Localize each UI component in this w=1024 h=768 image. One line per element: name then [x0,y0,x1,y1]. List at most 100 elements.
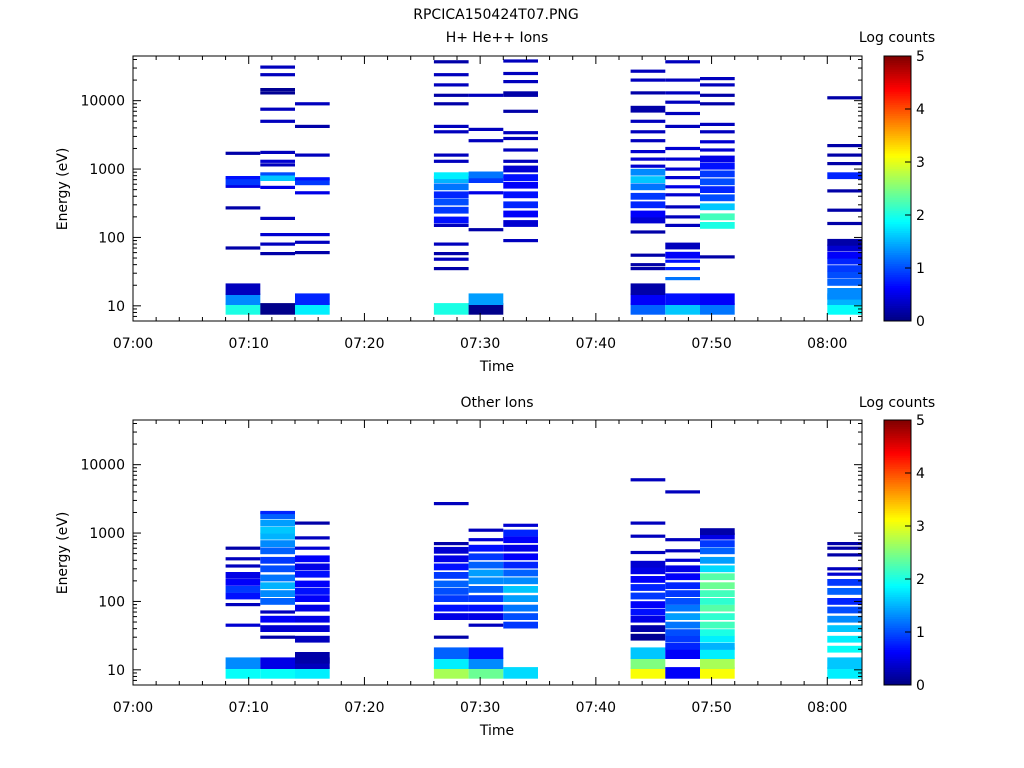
colorbar-swatch [884,455,911,458]
heatmap-cell [630,657,666,669]
colorbar-swatch [884,431,911,434]
heatmap-cell [468,544,504,552]
heatmap-cell [630,105,666,113]
colorbar-swatch [884,651,911,655]
heatmap-cell [295,615,330,623]
colorbar-swatch [884,470,911,474]
heatmap-cell [225,603,261,607]
colorbar-swatch [884,450,911,454]
heatmap-cell [630,192,666,200]
heatmap-cell [665,667,700,679]
colorbar-swatch [884,570,911,573]
heatmap-cell [700,155,735,163]
heatmap-cell [433,555,469,563]
y-tick-label: 1000 [89,162,125,178]
colorbar-swatch [884,298,911,302]
colorbar-swatch [884,603,911,606]
heatmap-cell [433,657,469,669]
heatmap-cell [260,565,295,573]
heatmap-cell [295,536,330,540]
heatmap-cell [665,60,700,64]
colorbar: 0 1 2 3 4 5 [883,413,925,694]
heatmap-cell [665,604,700,612]
heatmap-cell [630,303,666,315]
heatmap-cell [503,80,538,84]
heatmap-cell [503,93,538,97]
heatmap-cell [295,177,330,181]
colorbar-swatch [884,609,911,613]
heatmap-cell [700,140,735,144]
colorbar-swatch [884,645,911,648]
heatmap-cell [630,521,666,525]
colorbar-swatch [884,206,911,209]
heatmap-cell [503,604,538,612]
heatmap-cell [260,582,295,590]
heatmap-cells [225,59,862,315]
colorbar-swatch [884,179,911,183]
heatmap-cell [630,130,666,134]
heatmap-cell [433,580,469,588]
heatmap-cell [665,490,700,494]
heatmap-cell [665,157,700,161]
colorbar-swatch [884,67,911,70]
heatmap-cell [827,208,862,212]
heatmap-cell [225,546,261,550]
heatmap-cell [468,553,504,561]
colorbar-swatch [884,567,911,571]
heatmap-cell [503,201,538,209]
heatmap-cell [630,210,666,218]
heatmap-cell [468,293,504,305]
colorbar-tick-label: 4 [916,466,925,482]
x-tick-label: 07:00 [113,336,153,352]
colorbar-swatch [884,592,911,595]
colorbar-swatch [884,245,911,249]
colorbar-swatch [884,581,911,584]
colorbar-swatch [884,157,911,161]
colorbar-swatch [884,131,911,134]
colorbar-swatch [884,514,911,518]
heatmap-cell [630,164,666,168]
heatmap-cell [295,555,330,563]
heatmap-cell [630,253,666,257]
x-tick-label: 07:30 [460,700,500,716]
heatmap-cell [260,185,295,189]
heatmap-cell [700,130,735,134]
heatmap-cell [827,265,862,272]
colorbar-swatch [884,71,911,75]
heatmap-cell [260,252,295,256]
heatmap-cell [700,598,735,605]
colorbar-swatch [884,272,911,276]
colorbar-swatch [884,559,911,562]
y-tick-label: 10 [107,663,125,679]
colorbar-swatch [884,93,911,97]
colorbar-swatch [884,461,911,465]
heatmap-cell [827,579,862,586]
colorbar-swatch [884,186,911,189]
heatmap-cell [700,613,735,620]
colorbar-swatch [884,587,911,591]
heatmap-cell [225,151,261,155]
heatmap-cell [468,604,504,612]
heatmap-cell [827,553,862,557]
heatmap-cell [630,584,666,591]
colorbar-swatch [884,263,911,267]
colorbar-swatch [884,60,911,64]
colorbar-swatch [884,97,911,101]
colorbar-label: Log counts [859,30,935,46]
colorbar-swatch [884,318,911,322]
heatmap-cell [295,604,330,612]
heatmap-cell [433,546,469,554]
heatmap-cell [433,267,469,271]
heatmap-cell [630,550,666,555]
colorbar-swatch [884,301,911,304]
heatmap-cell [433,223,469,227]
colorbar-swatch [884,680,911,684]
heatmap-cell [225,184,261,188]
heatmap-cell [665,100,700,104]
heatmap-cell [260,91,295,95]
colorbar-swatch [884,159,911,163]
heatmap-cell [468,657,504,669]
colorbar-swatch [884,279,911,282]
heatmap-cell [665,167,700,171]
heatmap-cell [468,586,504,593]
